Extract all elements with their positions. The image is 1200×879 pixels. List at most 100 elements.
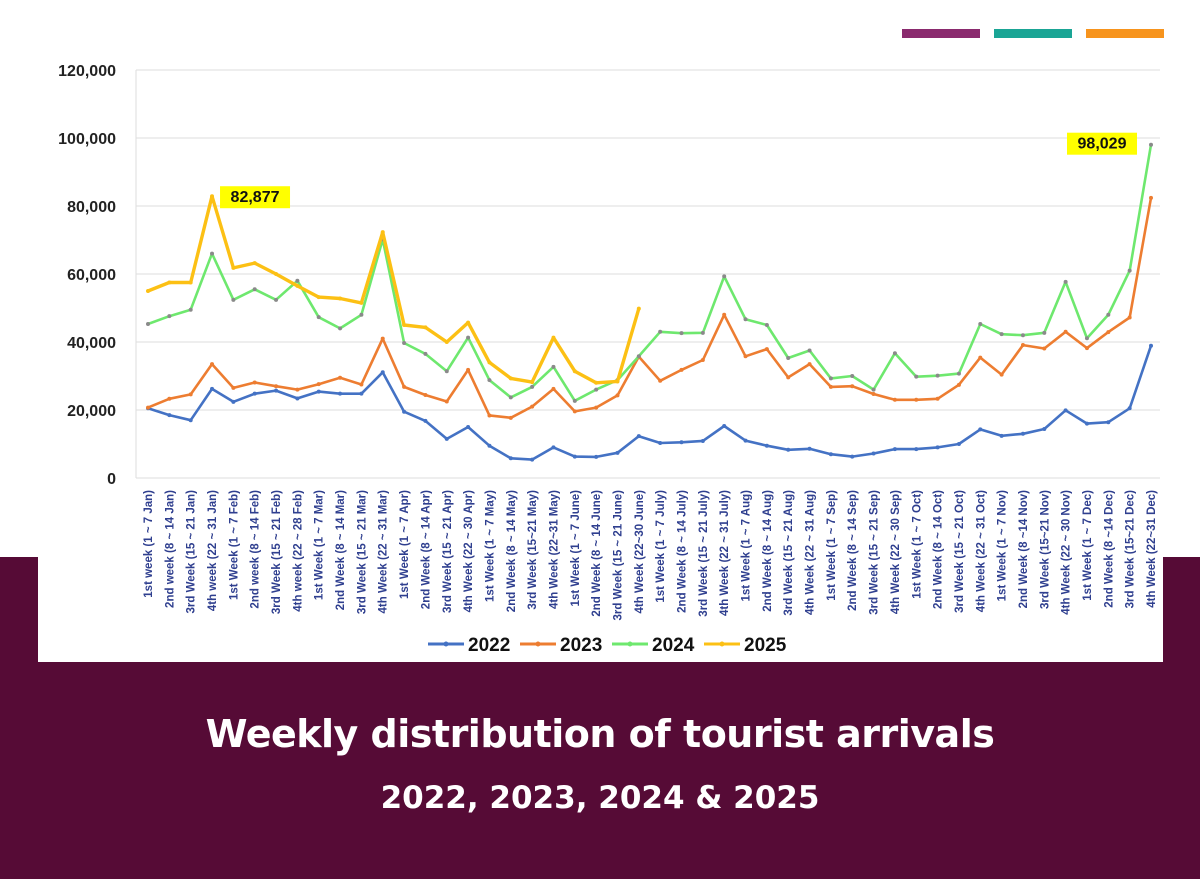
legend-marker-2024	[627, 641, 633, 647]
data-point-2023	[786, 375, 791, 380]
x-tick-label: 4th Week (22~31 May)	[548, 490, 560, 609]
data-point-2022	[423, 418, 428, 423]
data-point-2024	[636, 354, 641, 359]
x-tick-label: 3rd Week (15 ~ 21 Jan)	[186, 490, 198, 614]
data-point-2025	[188, 280, 193, 285]
data-point-2025	[572, 369, 577, 374]
annotation-label: 82,877	[231, 189, 280, 206]
data-point-2023	[380, 336, 385, 341]
y-tick-label: 120,000	[58, 63, 116, 80]
data-point-2023	[700, 358, 705, 363]
data-point-2024	[146, 321, 150, 326]
data-point-2023	[892, 397, 897, 402]
data-point-2023	[167, 396, 172, 401]
data-point-2023	[530, 404, 535, 409]
x-tick-label: 4th Week (22 ~ 31 Mar)	[378, 490, 390, 614]
data-point-2022	[636, 434, 641, 439]
data-point-2025	[359, 300, 364, 305]
data-point-2024	[210, 251, 215, 256]
data-point-2024	[999, 332, 1004, 337]
data-point-2023	[1127, 315, 1132, 320]
data-point-2022	[167, 413, 172, 418]
data-point-2023	[252, 380, 257, 385]
data-point-2024	[188, 307, 193, 312]
data-point-2024	[1127, 268, 1132, 273]
data-point-2022	[530, 457, 535, 462]
data-point-2022	[466, 425, 471, 429]
data-point-2025	[338, 296, 343, 301]
legend-label-2024: 2024	[652, 635, 695, 656]
x-tick-label: 4th Week (22~30 June)	[634, 490, 646, 614]
data-point-2024	[1063, 279, 1068, 284]
data-point-2024	[466, 335, 471, 340]
data-point-2023	[1106, 330, 1111, 335]
data-point-2022	[1106, 420, 1111, 425]
x-tick-label: 1st Week (1 ~ 7 Aug)	[741, 490, 753, 602]
x-tick-label: 1st Week (1 ~ 7 Dec)	[1082, 490, 1094, 601]
data-point-2023	[338, 375, 343, 380]
data-point-2024	[1020, 333, 1025, 338]
x-tick-label: 2nd week (8 ~ 14 Jan)	[164, 490, 176, 608]
data-point-2025	[316, 295, 321, 300]
page-title: Weekly distribution of tourist arrivals	[205, 712, 995, 756]
data-point-2023	[295, 387, 300, 392]
series-line-2022	[146, 344, 1153, 461]
series-line-2025	[146, 194, 641, 385]
data-point-2022	[786, 447, 791, 452]
x-tick-label: 2nd Week (8 ~ 14 May)	[506, 490, 518, 612]
data-point-2022	[679, 440, 684, 445]
data-point-2024	[743, 317, 748, 322]
legend-label-2025: 2025	[744, 635, 787, 656]
data-point-2022	[210, 386, 215, 391]
data-point-2024	[978, 321, 983, 326]
data-point-2024	[807, 348, 812, 353]
data-point-2022	[1063, 408, 1068, 413]
data-point-2023	[188, 392, 193, 397]
data-point-2025	[380, 230, 385, 235]
data-point-2023	[316, 382, 321, 387]
data-point-2023	[743, 354, 748, 359]
data-point-2023	[487, 413, 492, 418]
line-chart: 0 20,000 40,000 60,000 80,000 100,000 120,000 1…	[58, 63, 1160, 656]
x-tick-label: 3rd Week (15~21 Nov)	[1039, 490, 1051, 609]
data-point-2025	[423, 325, 428, 330]
x-tick-label: 4th Week (22 ~ 31 July)	[719, 490, 731, 616]
data-point-2023	[359, 382, 364, 387]
data-point-2024	[722, 274, 727, 279]
data-point-2024	[1106, 312, 1111, 317]
x-tick-label: 3rd Week (15 ~ 21 June)	[612, 490, 624, 621]
data-point-2025	[615, 379, 620, 384]
x-tick-label: 1st week (1 ~ 7 Jan)	[143, 490, 155, 598]
x-tick-label: 2nd Week (8 ~ 14 July)	[677, 490, 689, 613]
data-point-2023	[615, 393, 620, 398]
data-point-2023	[1042, 346, 1047, 351]
data-point-2025	[508, 376, 513, 381]
data-point-2022	[316, 389, 321, 394]
x-tick-label: 2nd Week (8 ~ 14 June)	[591, 490, 603, 617]
data-point-2024	[316, 315, 321, 320]
data-point-2023	[1063, 329, 1068, 334]
y-tick-label: 100,000	[58, 131, 116, 148]
data-point-2025	[487, 360, 492, 365]
accent-bar-teal	[994, 29, 1072, 38]
annotation-highlight	[1067, 132, 1137, 155]
x-tick-label: 4th Week (22 ~ 31 Oct)	[975, 490, 987, 612]
data-point-2023	[466, 367, 471, 372]
legend-marker-2023	[535, 641, 541, 647]
data-point-2023	[999, 372, 1004, 377]
data-point-2024	[892, 351, 897, 356]
x-tick-label: 1st Week (1 ~ 7 Sep)	[826, 490, 838, 601]
data-point-2024	[231, 297, 236, 302]
x-tick-label: 3rd Week (15 ~ 21 Feb)	[271, 490, 283, 614]
x-tick-label: 3rd Week (15 ~ 21 Aug)	[783, 490, 795, 616]
data-point-2022	[743, 438, 748, 443]
x-tick-label: 3rd Week (15 ~ 21 Oct)	[954, 490, 966, 613]
x-tick-label: 3rd Week (15 ~ 21 Sep)	[869, 490, 881, 615]
data-point-2024	[935, 373, 940, 378]
data-point-2024	[295, 278, 300, 283]
x-tick-label: 3rd Week (15 ~ 21 Apr)	[442, 490, 454, 613]
x-tick-label: 2nd Week (8 ~ 14 Apr)	[420, 490, 432, 609]
data-point-2024	[871, 387, 876, 392]
data-point-2022	[444, 436, 449, 441]
data-point-2024	[338, 326, 343, 331]
